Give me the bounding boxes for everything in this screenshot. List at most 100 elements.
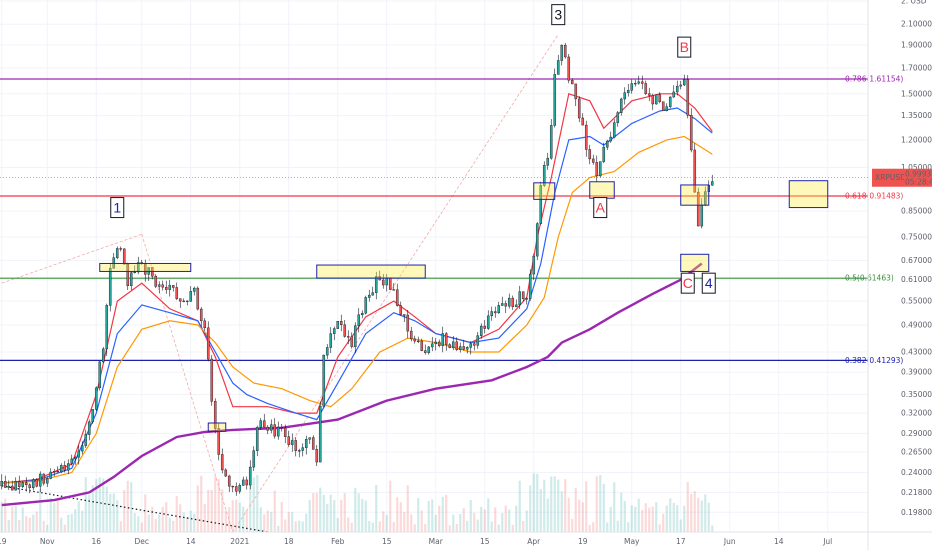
- candle: [196, 287, 200, 310]
- candle: [581, 117, 585, 126]
- volume-bar: [406, 485, 409, 532]
- candle: [535, 223, 539, 257]
- candle: [416, 340, 420, 342]
- volume-bar: [501, 512, 504, 532]
- volume-bar: [56, 500, 59, 532]
- volume-bar: [634, 506, 637, 532]
- volume-bar: [175, 496, 178, 532]
- candle: [560, 44, 564, 61]
- time-tick-label: Apr: [527, 537, 541, 546]
- volume-bar: [361, 498, 364, 532]
- volume-bar: [536, 473, 539, 532]
- volume-bar: [462, 508, 465, 532]
- volume-bar: [630, 505, 633, 532]
- candle: [630, 83, 634, 91]
- trend-lines: [1, 34, 559, 533]
- volume-bar: [557, 479, 560, 532]
- candle: [609, 136, 613, 142]
- volume-bar: [445, 494, 448, 532]
- volume-bar: [424, 523, 427, 532]
- volume-bar: [473, 512, 476, 532]
- candle: [619, 98, 623, 113]
- candle: [598, 161, 602, 177]
- candle: [98, 361, 102, 389]
- volume-bar: [42, 520, 45, 532]
- time-tick-label: 15: [480, 537, 490, 546]
- volume-bar: [452, 514, 455, 532]
- volume-bar: [690, 493, 693, 532]
- candle: [290, 440, 294, 445]
- candle: [182, 300, 186, 302]
- candle: [185, 300, 189, 302]
- highlight-box: [680, 253, 710, 272]
- candle: [49, 471, 53, 479]
- last-price-countdown: 05:28:42: [905, 178, 932, 187]
- candle: [269, 424, 273, 431]
- last-price-symbol-tag: [872, 168, 904, 187]
- volume-bar: [410, 514, 413, 532]
- candle: [248, 466, 252, 486]
- candle: [339, 321, 343, 326]
- volume-bar: [161, 506, 164, 532]
- volume-bar: [609, 507, 612, 532]
- candle: [325, 347, 329, 356]
- candle: [507, 297, 511, 307]
- candle: [266, 426, 270, 431]
- candle: [108, 267, 112, 306]
- candle: [115, 248, 119, 258]
- candle: [7, 485, 11, 488]
- candle: [399, 305, 403, 315]
- candle: [567, 56, 571, 81]
- candle: [553, 74, 557, 126]
- volume-bar: [119, 521, 122, 532]
- candle: [273, 424, 277, 437]
- candle: [388, 277, 392, 290]
- volume-bar: [420, 510, 423, 532]
- volume-bar: [193, 513, 196, 532]
- volume-bar: [25, 516, 28, 532]
- candle: [42, 473, 46, 484]
- candle: [234, 486, 238, 492]
- candle: [374, 276, 378, 293]
- volume-bar: [81, 510, 84, 532]
- candle: [465, 347, 469, 350]
- wave-label-box: [110, 197, 125, 219]
- candle: [395, 289, 399, 306]
- volume-bar: [49, 498, 52, 532]
- candle: [381, 279, 385, 286]
- volume-bar: [329, 494, 332, 532]
- volume-bar: [95, 479, 98, 532]
- volume-bar: [172, 520, 175, 532]
- volume-bar: [686, 481, 689, 532]
- candle: [448, 344, 452, 348]
- volume-bar: [203, 504, 206, 532]
- price-tick-label: 2.10000: [901, 20, 932, 29]
- volume-bar: [357, 493, 360, 532]
- candle: [45, 478, 49, 484]
- volume-bar: [606, 522, 609, 532]
- volume-bar: [623, 500, 626, 532]
- price-tick-label: 0.35000: [901, 390, 932, 399]
- volume-bar: [340, 499, 343, 532]
- candle: [686, 79, 690, 116]
- candle: [154, 275, 158, 287]
- candle: [420, 340, 424, 351]
- moving-average-line: [1, 262, 703, 507]
- candle: [409, 330, 413, 340]
- candle: [710, 181, 714, 186]
- wave-label-box: [593, 197, 608, 219]
- highlight-box: [589, 181, 615, 199]
- volume-bar: [109, 493, 112, 532]
- candle: [175, 287, 179, 299]
- candle: [616, 112, 620, 123]
- highlight-box: [99, 262, 192, 272]
- candle: [80, 445, 84, 452]
- candle: [675, 85, 679, 93]
- volume-bar: [46, 524, 49, 532]
- volume-bar: [532, 473, 535, 532]
- volume-bar: [480, 506, 483, 532]
- volume-bar: [182, 512, 185, 532]
- candle: [0, 481, 4, 487]
- time-tick-label: Mar: [429, 537, 444, 546]
